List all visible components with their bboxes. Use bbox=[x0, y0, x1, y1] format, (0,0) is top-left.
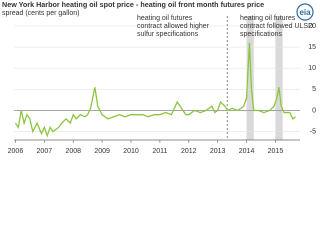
x-tick-label: 2008 bbox=[65, 148, 81, 155]
x-tick-label: 2013 bbox=[210, 148, 226, 155]
chart-title: New York Harbor heating oil spot price -… bbox=[2, 0, 264, 9]
logo-text: eia bbox=[299, 8, 311, 17]
x-tick-label: 2009 bbox=[94, 148, 110, 155]
annotation: heating oil futures contract followed ULS… bbox=[240, 15, 313, 38]
x-tick-label: 2010 bbox=[123, 148, 139, 155]
y-tick-label: -5 bbox=[310, 128, 316, 135]
x-tick-label: 2007 bbox=[37, 148, 53, 155]
x-tick-label: 2015 bbox=[268, 148, 284, 155]
y-tick-label: 15 bbox=[308, 44, 316, 51]
chart: New York Harbor heating oil spot price -… bbox=[2, 0, 316, 155]
y-tick-label: 5 bbox=[312, 86, 316, 93]
x-tick-label: 2014 bbox=[239, 148, 255, 155]
y-tick-label: 20 bbox=[308, 23, 316, 30]
shaded-region bbox=[246, 16, 254, 140]
y-tick-label: 10 bbox=[308, 65, 316, 72]
shaded-region bbox=[275, 16, 283, 140]
x-tick-label: 2011 bbox=[152, 148, 167, 155]
x-tick-label: 2006 bbox=[8, 148, 24, 155]
y-tick-label: 0 bbox=[312, 107, 316, 114]
x-tick-label: 2012 bbox=[181, 148, 197, 155]
annotation: heating oil futures contract allowed high… bbox=[137, 15, 210, 38]
logo: eia bbox=[296, 3, 314, 21]
logo-ring bbox=[296, 3, 314, 21]
chart-subtitle: spread (cents per gallon) bbox=[2, 10, 79, 17]
line bbox=[14, 42, 297, 138]
